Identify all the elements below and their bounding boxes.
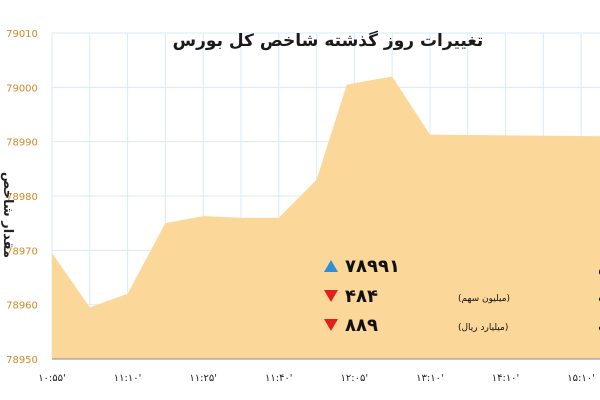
down-triangle-icon <box>324 319 338 331</box>
stat-row: ۴۸۴ حجم معاملات (میلیون سهم) <box>324 286 600 307</box>
stat-unit: (میلیارد ریال) <box>458 323 508 333</box>
y-ticks: 78950 78960 78970 78980 78990 79000 79010 <box>6 29 38 366</box>
stat-label: حجم معاملات <box>598 288 600 306</box>
chart-title: تغییرات روز گذشته شاخص کل بورس <box>173 30 484 51</box>
stats-panel: ۷۸۹۹۱ شاخص ۴۸۴ حجم معاملات (میلیون سهم) ۸۸۹ ار… <box>324 256 600 336</box>
stat-value: ۴۸۴ <box>345 286 378 307</box>
up-triangle-icon <box>324 260 338 272</box>
y-tick-label: 78990 <box>6 138 38 149</box>
x-tick-label: ۱۰:۵۵' <box>38 373 66 384</box>
x-tick-label: ۱۲:۰۵' <box>341 373 369 384</box>
x-ticks: ۱۰:۵۵' ۱۱:۱۰' ۱۱:۲۵' ۱۱:۴۰' ۱۲:۰۵' ۱۳:۱۰' ۱۴:۱… <box>38 373 595 384</box>
y-tick-label: 78970 <box>6 246 38 257</box>
x-tick-label: ۱۴:۱۰' <box>492 373 520 384</box>
x-tick-label: ۱۱:۴۰' <box>265 373 293 384</box>
x-tick-label: ۱۱:۱۰' <box>114 373 142 384</box>
y-tick-label: 78950 <box>6 355 38 366</box>
stat-row: ۸۸۹ ارزش معاملات (میلیارد ریال) <box>324 315 600 336</box>
x-tick-label: ۱۵:۱۰' <box>567 373 595 384</box>
y-tick-label: 78960 <box>6 301 38 312</box>
x-tick-label: ۱۱:۲۵' <box>189 373 217 384</box>
y-tick-label: 78980 <box>6 192 38 203</box>
stat-value: ۸۸۹ <box>345 315 378 336</box>
y-tick-label: 79010 <box>6 29 38 40</box>
stat-label: شاخص <box>598 258 600 276</box>
series-area <box>52 76 600 359</box>
y-tick-label: 79000 <box>6 83 38 94</box>
down-triangle-icon <box>324 290 338 302</box>
x-tick-label: ۱۳:۱۰' <box>416 373 444 384</box>
y-axis-label: مقدار شاخص <box>0 172 15 258</box>
stat-label: ارزش معاملات <box>598 317 600 335</box>
stat-row: ۷۸۹۹۱ شاخص <box>324 256 600 277</box>
stat-unit: (میلیون سهم) <box>458 294 510 304</box>
stat-value: ۷۸۹۹۱ <box>345 256 400 277</box>
